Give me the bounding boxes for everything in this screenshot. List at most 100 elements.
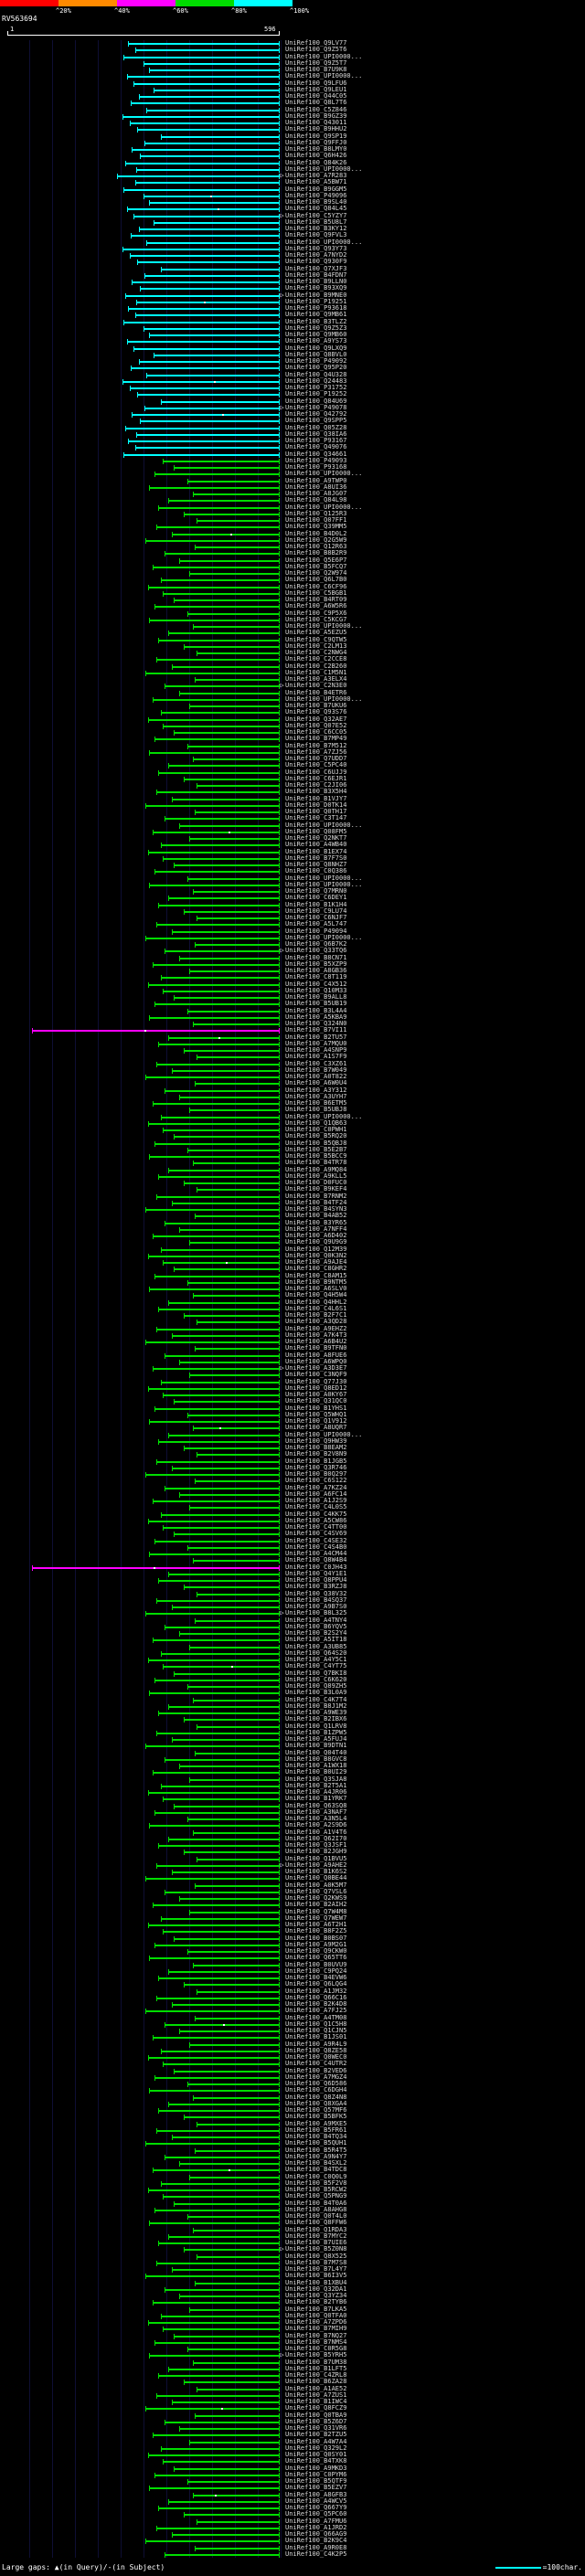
alignment-row: UniRef100_Q38IA6 [0, 430, 585, 438]
alignment-row: UniRef100_Q8PPU4 [0, 1577, 585, 1584]
scale-segment-0 [0, 0, 58, 6]
hit-start-tick [183, 1048, 185, 1054]
hit-bar [188, 1374, 280, 1377]
hit-end-tick [278, 1226, 280, 1233]
hit-bar [178, 2030, 280, 2032]
hit-end-tick [278, 1617, 280, 1624]
hit-label: UniRef100_Q44C05 [285, 92, 347, 100]
hit-label: UniRef100_Q3SJA8 [285, 1775, 347, 1783]
hit-end-tick [278, 458, 280, 464]
hit-start-tick [152, 2168, 154, 2174]
hit-label: UniRef100_Q8ED12 [285, 1383, 347, 1392]
hit-start-tick [155, 1862, 157, 1869]
alignment-row: UniRef100_B1K1H4 [0, 901, 585, 908]
hit-label: UniRef100_B5U8L7 [285, 217, 347, 226]
hit-bar [147, 718, 280, 721]
hit-start-tick [167, 2498, 169, 2505]
hit-start-tick [138, 227, 140, 232]
hit-label: UniRef100_B5FR61 [285, 2125, 347, 2134]
alignment-row: UniRef100_Q43011 [0, 120, 585, 126]
alignment-row: UniRef100_Q8BVL0 [0, 351, 585, 358]
alignment-row: UniRef100_A9MKD3 [0, 2465, 585, 2472]
hit-label: UniRef100_B7M7S8 [285, 2258, 347, 2266]
hit-end-tick [278, 2247, 280, 2253]
hit-end-tick [278, 1968, 280, 1975]
hit-start-tick [174, 1803, 175, 1809]
ruler-end-label: 596 [264, 26, 276, 33]
hit-label: UniRef100_A1V4T6 [285, 1828, 347, 1836]
hit-bar [155, 2262, 280, 2264]
hit-end-tick [278, 1313, 280, 1319]
hit-start-tick [144, 2406, 146, 2412]
alignment-row: UniRef100_A8JG07 [0, 491, 585, 497]
hit-end-tick [278, 1214, 280, 1220]
hit-start-tick [160, 1783, 162, 1789]
hit-bar [162, 1798, 280, 1801]
hit-label: UniRef100_Q84K26 [285, 158, 347, 166]
alignment-row: UniRef100_UPI0000... [0, 822, 585, 829]
hit-bar [196, 2520, 280, 2523]
hit-label: UniRef100_Q0SY01 [285, 2451, 347, 2458]
alignment-row: UniRef100_Q2W974 [0, 570, 585, 577]
alignment-row: UniRef100_P93168 [0, 464, 585, 471]
hit-end-tick [278, 2002, 280, 2008]
hit-bar [164, 950, 280, 953]
hit-start-tick [144, 2539, 146, 2545]
hit-label: UniRef100_C8T119 [285, 973, 347, 981]
hit-label: UniRef100_A9N4Y7 [285, 2152, 347, 2160]
hit-bar [144, 1076, 280, 1078]
hit-bar [116, 175, 280, 177]
alignment-row: UniRef100_A2S9D6 [0, 1822, 585, 1829]
hit-label: UniRef100_Q8PPU4 [285, 1576, 347, 1584]
alignment-row: UniRef100_UPI0000... [0, 53, 585, 60]
hit-label: UniRef100_B1YHS1 [285, 1404, 347, 1412]
hit-label: UniRef100_Q3YZ34 [285, 2292, 347, 2299]
alignment-row: UniRef100_A9EHZ2 [0, 1325, 585, 1332]
hit-end-tick [278, 398, 280, 405]
hit-start-tick [183, 511, 185, 517]
hit-bar [144, 1341, 280, 1343]
hit-label: UniRef100_P93167 [285, 437, 347, 444]
hit-end-tick [278, 1564, 280, 1571]
hit-label: UniRef100_B2TZU5 [285, 2431, 347, 2439]
hit-end-tick [278, 531, 280, 537]
hit-end-tick [278, 1167, 280, 1173]
hit-end-tick [278, 2260, 280, 2266]
hit-label: UniRef100_A9M2G1 [285, 1940, 347, 1948]
hit-end-tick [278, 855, 280, 862]
hit-bar [188, 705, 280, 707]
alignment-row: UniRef100_B2TZU5 [0, 2431, 585, 2439]
hit-end-tick [278, 68, 280, 73]
alignment-row: UniRef100_Q9HW39 [0, 1437, 585, 1445]
hit-label: UniRef100_A8AHG8 [285, 2205, 347, 2213]
hit-end-tick [278, 1829, 280, 1836]
hit-bar [164, 818, 280, 821]
hit-label: UniRef100_Q42792 [285, 410, 347, 418]
alignment-row: UniRef100_C4L0S5 [0, 1504, 585, 1511]
hit-end-tick [278, 366, 280, 372]
hit-start-tick [171, 796, 173, 802]
hit-label: UniRef100_Q7UDD7 [285, 755, 347, 762]
hit-bar [134, 49, 280, 52]
hit-start-tick [157, 2373, 159, 2379]
hit-end-tick [278, 1340, 280, 1345]
hit-label: UniRef100_A4TM08 [285, 2013, 347, 2021]
hit-label: UniRef100_B1XBU4 [285, 2278, 347, 2286]
hit-bar [171, 2534, 280, 2536]
hit-label: UniRef100_A5KBA9 [285, 1012, 347, 1021]
hit-label: UniRef100_C2CCE8 [285, 655, 347, 663]
hit-bar [148, 884, 280, 886]
hit-label: UniRef100_B9LLN0 [285, 278, 347, 285]
hit-end-tick [278, 445, 280, 451]
alignment-row: UniRef100_Q84K26 [0, 158, 585, 166]
hit-bar [144, 274, 280, 277]
hit-end-tick [278, 810, 280, 815]
hit-end-tick [278, 2154, 280, 2160]
hit-end-tick [278, 875, 280, 882]
ruler-line [7, 35, 280, 36]
alignment-row: UniRef100_B2K9C4 [0, 2538, 585, 2545]
alignment-row: UniRef100_A5IT18 [0, 1637, 585, 1644]
hit-end-tick [278, 690, 280, 696]
hit-end-tick [278, 1585, 280, 1591]
hit-end-tick [278, 147, 280, 153]
